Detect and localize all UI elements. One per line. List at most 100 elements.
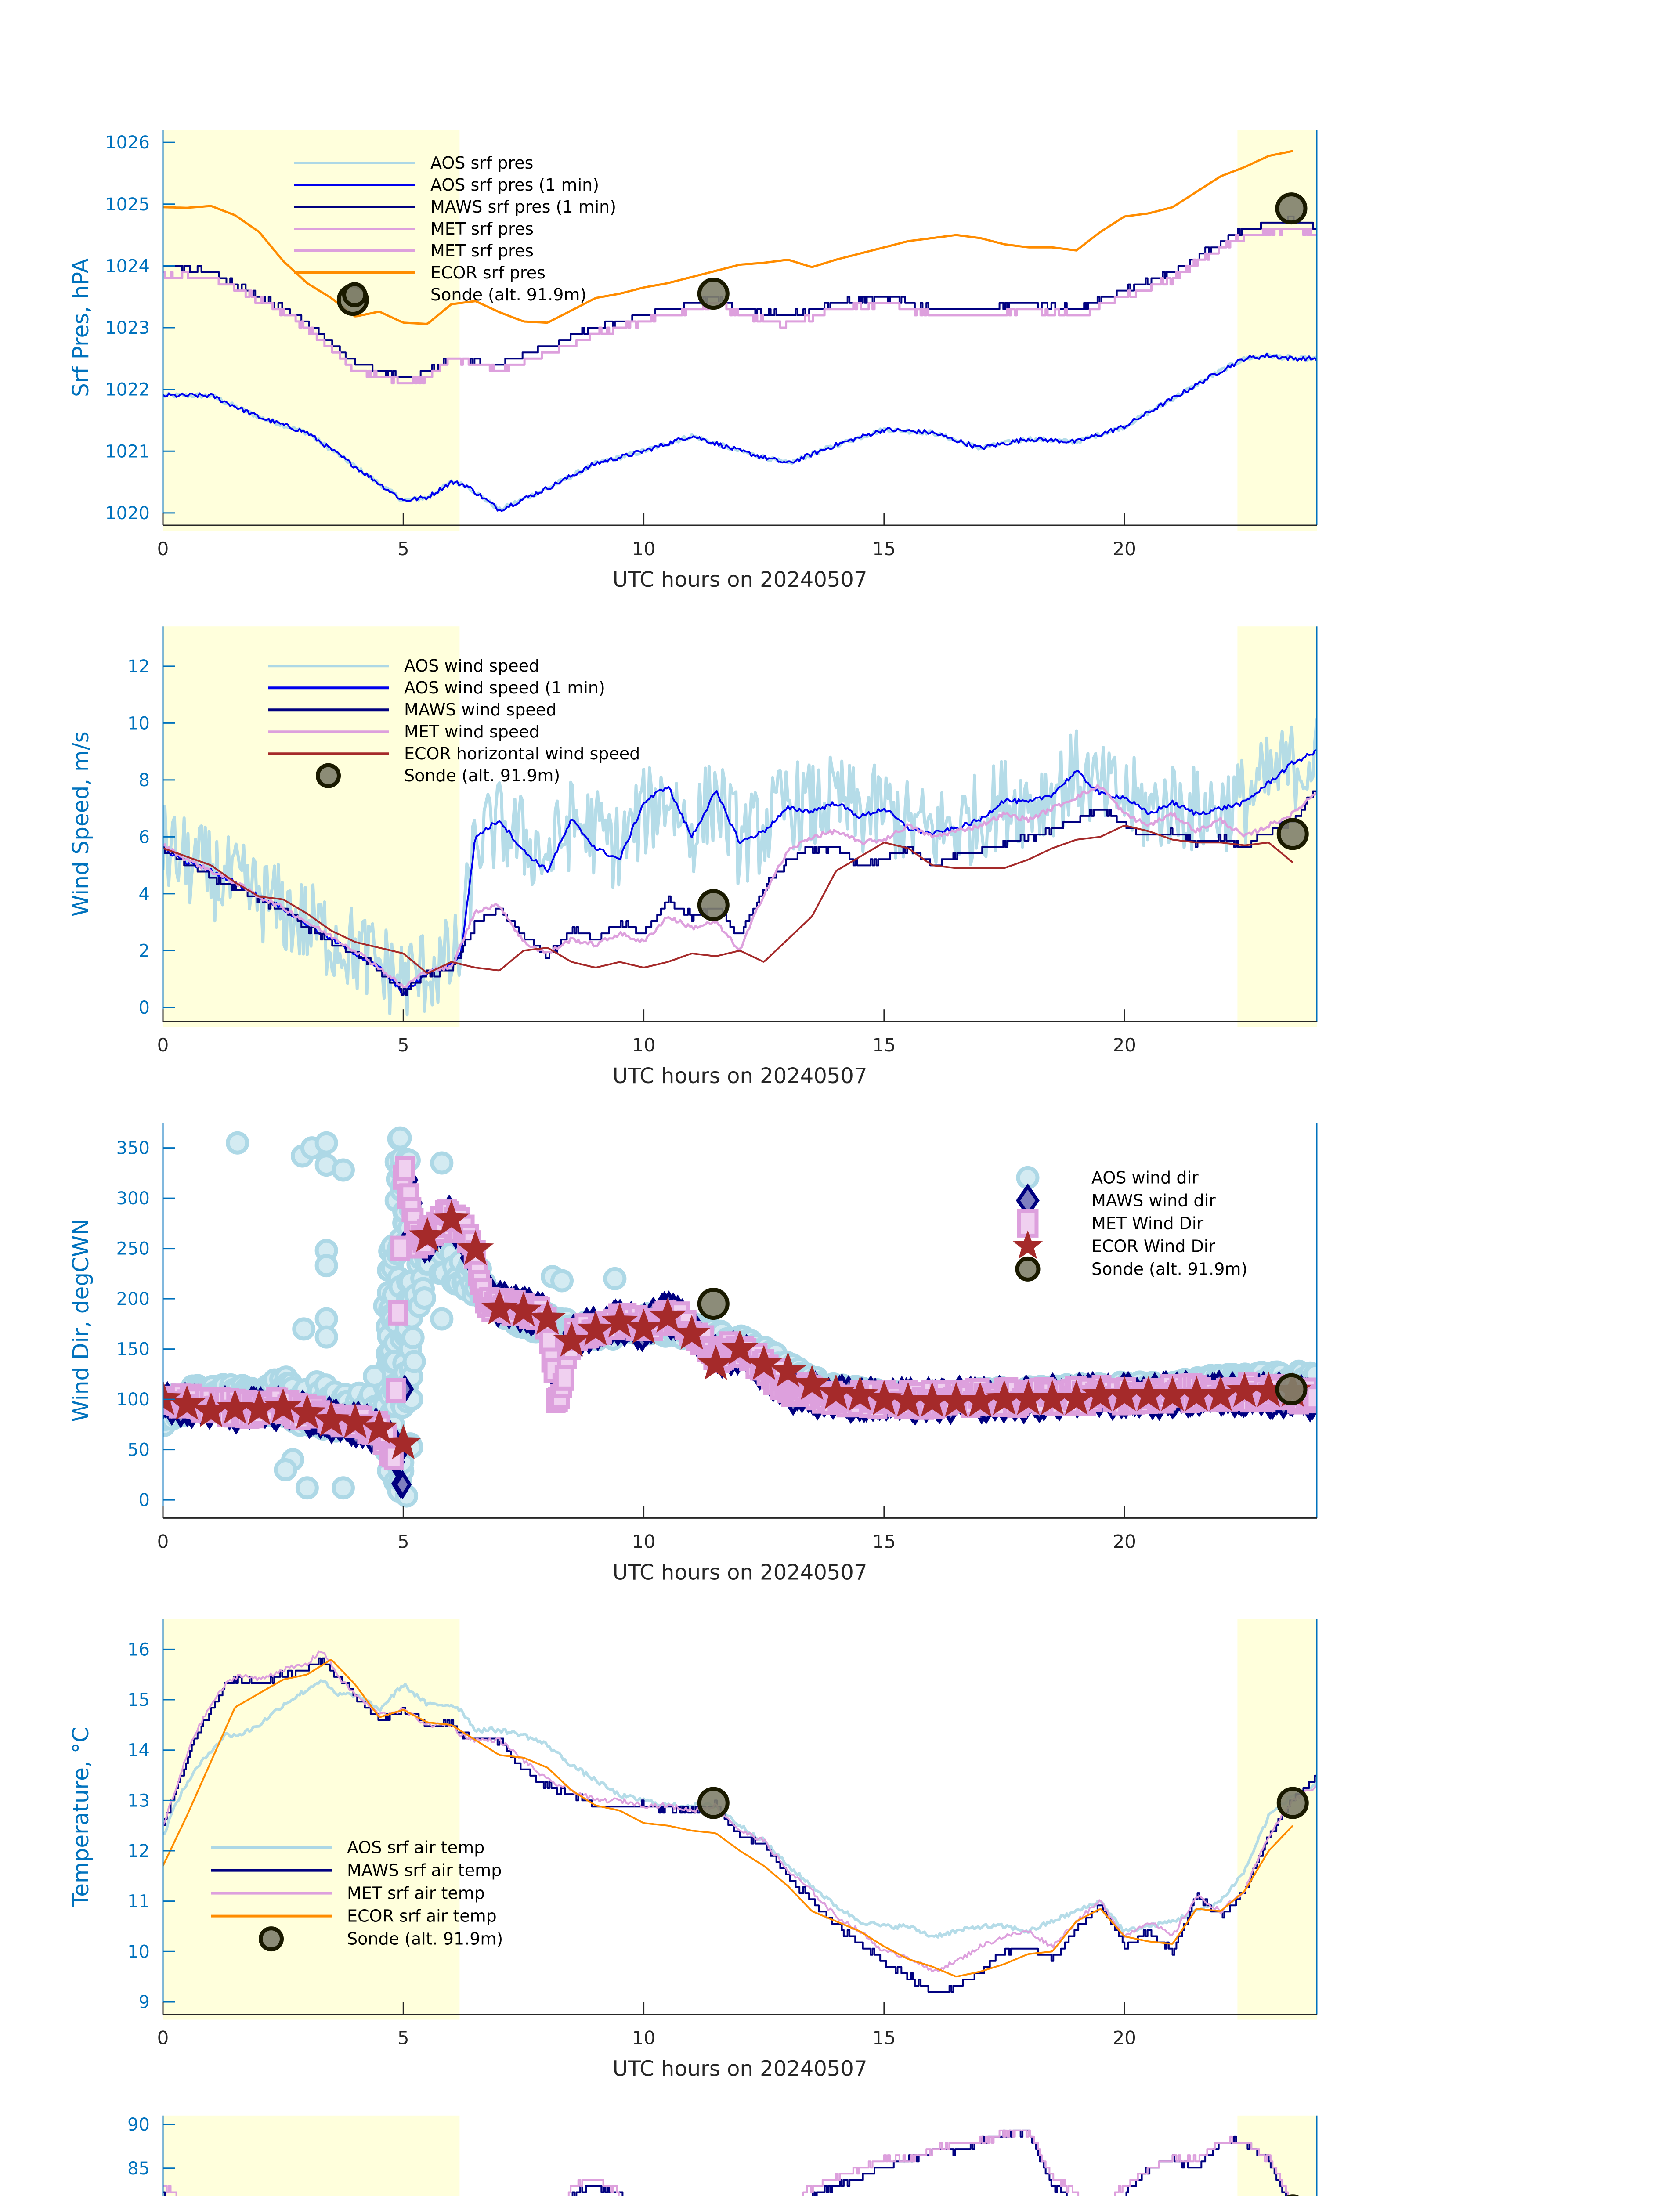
ecor-wind-dir-marker: [337, 1403, 374, 1438]
legend-label: MAWS srf pres (1 min): [430, 197, 616, 217]
legend-item: AOS wind speed: [268, 656, 539, 675]
ecor-wind-dir-marker: [649, 1297, 686, 1333]
ecor-wind-dir-marker: [1034, 1380, 1071, 1415]
series-maws-srf-pres-1-min-: [163, 215, 1317, 378]
ecor-wind-dir-marker: [1130, 1376, 1167, 1411]
x-tick-label: 10: [632, 1034, 655, 1056]
met-wind-dir-marker: [388, 1300, 408, 1326]
ecor-wind-dir-marker: [192, 1392, 230, 1427]
y-tick-label: 1023: [105, 318, 150, 338]
x-axis-label: UTC hours on 20240507: [613, 567, 867, 592]
ecor-wind-dir-marker: [457, 1230, 494, 1265]
ecor-wind-dir-marker: [625, 1308, 662, 1344]
legend-sonde-marker-icon: [259, 1926, 284, 1952]
legend-item: MAWS srf air temp: [211, 1861, 502, 1880]
panel-wind_dir: 0 50 100 150 200 250 300 350 0 5 10 15 20 UTC hours o…: [68, 1123, 1318, 1585]
x-axis-label: UTC hours on 20240507: [613, 1064, 867, 1088]
ecor-wind-dir-marker: [914, 1382, 951, 1417]
y-tick-label: 200: [116, 1289, 150, 1309]
legend-item: MET Wind Dir: [1017, 1209, 1203, 1238]
legend-item: ECOR srf air temp: [211, 1907, 497, 1926]
ecor-wind-dir-marker: [289, 1394, 326, 1429]
y-tick-label: 250: [116, 1239, 150, 1259]
y-tick-label: 1022: [105, 380, 150, 400]
legend-label: Sonde (alt. 91.9m): [404, 766, 560, 785]
daylight-shade: [163, 2115, 460, 2196]
y-tick-label: 300: [116, 1188, 150, 1209]
ecor-wind-dir-marker: [1178, 1376, 1215, 1411]
legend-item: MET wind speed: [268, 722, 540, 741]
ecor-wind-dir-marker: [938, 1382, 975, 1417]
series-aos-wind-speed-1-min-: [163, 749, 1317, 996]
legend-item: ECOR srf pres: [294, 263, 546, 282]
x-tick-label: 5: [397, 538, 409, 560]
legend-star-marker-icon: [1012, 1230, 1043, 1259]
plot-area: [163, 1650, 1317, 1993]
aos-wind-dir-outlier: [226, 1131, 249, 1155]
y-tick-label: 13: [127, 1791, 150, 1811]
ecor-wind-dir-marker: [889, 1382, 927, 1417]
aos-wind-dir-outlier: [331, 1476, 355, 1500]
ecor-wind-dir-marker: [961, 1382, 999, 1417]
x-tick-label: 20: [1113, 1034, 1136, 1056]
series-met-rh: [163, 2129, 1289, 2196]
series-aos-srf-pres-1-min-: [163, 353, 1317, 512]
ecor-wind-dir-marker: [505, 1291, 542, 1327]
met-wind-dir-marker: [554, 1365, 574, 1391]
y-tick-label: 10: [127, 1942, 150, 1962]
series-met-wind-speed: [163, 784, 1317, 988]
legend-label: MET wind speed: [404, 722, 540, 741]
daylight-shade: [163, 1619, 460, 2020]
plot-area: [163, 1126, 1317, 1508]
legend-item: AOS wind speed (1 min): [268, 678, 605, 697]
x-tick-label: 10: [632, 538, 655, 560]
ecor-wind-dir-marker: [313, 1401, 350, 1436]
panel-wind_speed: 0 2 4 6 8 10 12 0 5 10 15 20 UTC hours on 20240507 Wi…: [68, 626, 1318, 1088]
legend-label: AOS srf pres (1 min): [430, 175, 599, 195]
x-tick-label: 20: [1113, 538, 1136, 560]
legend-label: MAWS wind dir: [1091, 1191, 1216, 1210]
aos-wind-dir-outlier: [314, 1254, 338, 1278]
panel-temperature: 9 10 11 12 13 14 15 16 0 5 10 15 20 UTC hours on 2024…: [68, 1619, 1318, 2081]
ecor-wind-dir-marker: [168, 1385, 206, 1420]
legend-label: ECOR srf pres: [430, 263, 546, 282]
sonde-marker: [697, 1288, 730, 1320]
legend-label: AOS wind dir: [1091, 1168, 1199, 1187]
legend-item: Sonde (alt. 91.9m): [316, 763, 560, 788]
legend: AOS wind dir MAWS wind dir MET Wind Dir ECO…: [1012, 1166, 1247, 1282]
legend-item: ECOR horizontal wind speed: [268, 744, 640, 763]
y-tick-label: 50: [127, 1440, 150, 1460]
x-tick-label: 15: [872, 1531, 896, 1552]
y-tick-label: 1025: [105, 195, 150, 215]
aos-wind-dir-outlier: [274, 1458, 297, 1481]
legend-label: MET srf pres: [430, 241, 534, 260]
aos-wind-dir-marker: [388, 1126, 412, 1150]
x-tick-label: 5: [397, 1531, 409, 1552]
aos-wind-dir-outlier: [430, 1307, 454, 1331]
ecor-wind-dir-marker: [577, 1311, 614, 1346]
legend-label: AOS wind speed (1 min): [404, 678, 605, 697]
ecor-wind-dir-marker: [770, 1352, 806, 1387]
legend-item: MAWS wind dir: [1016, 1183, 1216, 1218]
sonde-marker: [1276, 1787, 1309, 1819]
legend: AOS srf air temp MAWS srf air temp MET srf…: [211, 1838, 503, 1952]
met-wind-dir-marker: [390, 1235, 411, 1261]
legend-item: MAWS wind speed: [268, 700, 556, 719]
aos-wind-dir-outlier: [550, 1269, 574, 1293]
ecor-wind-dir-marker: [793, 1365, 831, 1400]
aos-wind-dir-marker: [402, 1350, 426, 1373]
sonde-marker: [1275, 1373, 1308, 1405]
y-axis-label: Wind Dir, degCWN: [68, 1219, 94, 1422]
daylight-shade: [1237, 2115, 1317, 2196]
legend-label: AOS srf air temp: [347, 1838, 484, 1857]
x-tick-label: 15: [872, 538, 896, 560]
aos-wind-dir-outlier: [363, 1364, 387, 1388]
ecor-wind-dir-marker: [553, 1322, 590, 1357]
x-tick-label: 15: [872, 1034, 896, 1056]
ecor-wind-dir-marker: [986, 1380, 1023, 1415]
ecor-wind-dir-marker: [385, 1424, 422, 1459]
ecor-wind-dir-marker: [217, 1389, 253, 1424]
legend-item: Sonde (alt. 91.9m): [342, 282, 586, 307]
series-ecor-horizontal-wind-speed: [163, 824, 1293, 974]
